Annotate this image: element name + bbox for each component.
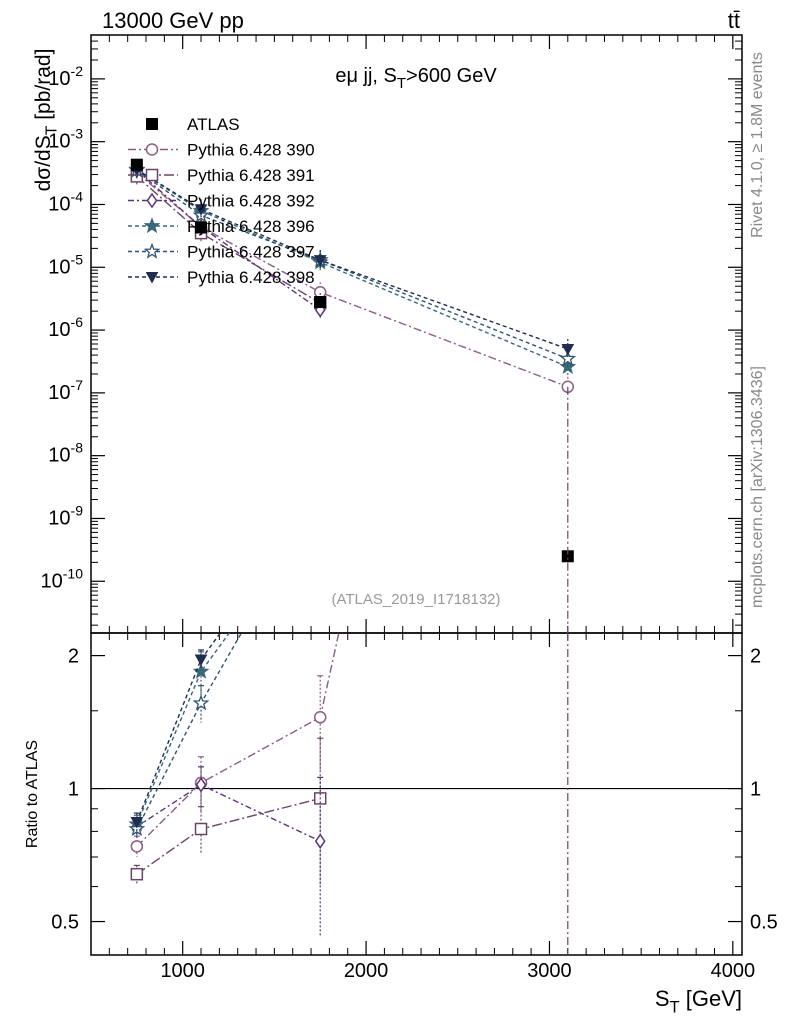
chart-title: eμ jj, ST>600 GeV [335,65,497,92]
legend-marker [145,143,159,156]
ratio-line-4 [136,633,243,830]
legend: ATLAS Pythia 6.428 390 Pythia 6.428 391 Pyt… [128,115,315,287]
atlas-data-point [314,295,327,308]
x-tick-label: 2000 [344,960,389,982]
series-line-3 [136,168,569,368]
ratio-y-axis-label: Ratio to ATLAS [24,740,41,848]
ratio-point-4 [192,694,210,711]
ratio-point-0 [130,840,144,853]
series-point-4 [559,349,577,366]
x-axis-label: ST [GeV] [655,986,742,1017]
legend-label-atlas: ATLAS [187,115,240,134]
ratio-line-2 [136,783,321,842]
y-tick-label: 10-8 [48,440,83,467]
ratio-panel-frame [90,632,743,956]
mcplots-label: mcplots.cern.ch [arXiv:1306.3436] [749,366,766,608]
atlas-data-point [130,158,143,171]
ratio-tick-label-right: 2 [750,646,761,668]
ratio-tick-label-right: 0.5 [750,912,778,934]
main-axis-ticks: 10-10 10-9 10-8 10-7 10-6 10-5 10-4 10-3 10-2 [41,34,742,633]
y-tick-label: 10-9 [48,502,83,529]
y-axis-label: dσ/dST [pb/rad] [32,49,60,192]
legend-marker [143,242,161,259]
ratio-tick-label: 2 [68,646,79,668]
y-tick-label: 10-3 [48,126,83,153]
header-left-label: 13000 GeV pp [102,8,244,33]
atlas-data-point [195,221,208,234]
ratio-point-3 [192,662,210,679]
ratio-axis-ticks: 1000 2000 3000 4000 0.5 0.5 1 1 2 2 [51,633,778,982]
legend-label: Pythia 6.428 396 [187,217,315,236]
series-line-4 [136,169,569,360]
legend-label: Pythia 6.428 392 [187,192,315,211]
legend-label: Pythia 6.428 398 [187,268,315,287]
ratio-tick-label: 1 [68,779,79,801]
ratio-point-1 [130,867,144,881]
series-point-5 [561,343,575,356]
x-tick-label: 1000 [160,960,205,982]
header-right-label: tt̄ [728,8,740,33]
legend-marker [145,272,159,284]
legend-marker [146,192,158,209]
ratio-tick-label: 0.5 [51,912,79,934]
x-tick-label: 3000 [527,960,572,982]
legend-label: Pythia 6.428 397 [187,243,315,262]
analysis-label: (ATLAS_2019_I1718132) [331,591,500,608]
y-tick-label: 10-10 [41,565,84,592]
ratio-line-5 [136,633,222,823]
y-tick-label: 10-2 [48,63,83,90]
ratio-point-2 [195,776,207,793]
series-line-0 [136,172,569,388]
ratio-point-5 [130,817,144,829]
x-tick-label: 4000 [711,960,756,982]
legend-label: Pythia 6.428 390 [187,141,315,160]
series-line-5 [136,168,569,350]
ratio-point-5 [194,654,208,667]
ratio-tick-label-right: 1 [750,779,761,801]
main-series-layer [128,158,577,633]
y-tick-label: 10-5 [48,251,83,278]
rivet-label: Rivet 4.1.0, ≥ 1.8M events [749,52,766,238]
ratio-line-1 [136,797,321,875]
legend-marker [145,168,159,182]
legend-marker [143,217,161,234]
ratio-point-2 [314,833,326,850]
legend-marker-atlas [146,118,158,130]
series-point-5 [194,204,208,216]
ratio-point-0 [313,711,327,724]
ratio-series-layer [128,633,569,955]
y-tick-label: 10-6 [48,314,83,341]
legend-label: Pythia 6.428 391 [187,166,315,185]
y-tick-label: 10-7 [48,377,83,404]
ratio-point-1 [194,822,208,836]
y-tick-label: 10-4 [48,188,83,215]
series-point-5 [313,255,327,267]
